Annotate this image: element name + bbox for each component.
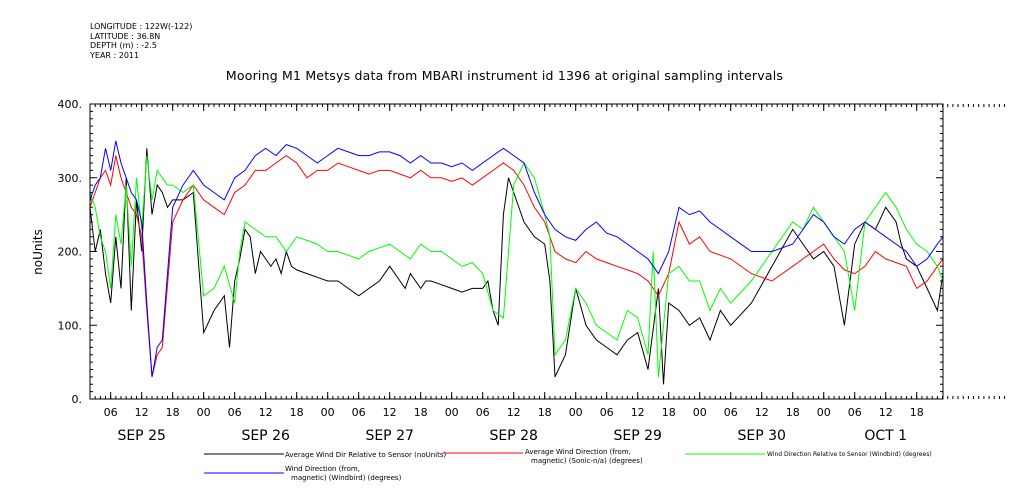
legend-item-blue: Wind Direction (from, magnetic) (Windbir…	[204, 465, 402, 482]
series-line-3	[89, 140, 944, 377]
legend-item-green: Wind Direction Relative to Sensor (Windb…	[685, 451, 932, 458]
legend-label-green: Wind Direction Relative to Sensor (Windb…	[767, 451, 932, 458]
x-tick-label: 00	[569, 406, 583, 419]
x-day-label: SEP 30	[737, 428, 785, 444]
x-day-label: SEP 28	[489, 428, 537, 444]
latitude-text: LATITUDE : 36.8N	[90, 31, 161, 41]
x-tick-label: 18	[166, 406, 180, 419]
x-tick-label: 18	[290, 406, 304, 419]
year-text: YEAR : 2011	[90, 50, 140, 60]
x-tick-label: 00	[817, 406, 831, 419]
longitude-text: LONGITUDE : 122W(-122)	[90, 22, 193, 31]
legend-label-blue-1: Wind Direction (from,	[285, 465, 360, 473]
x-tick-label: 12	[383, 406, 397, 419]
x-day-label: SEP 25	[117, 428, 165, 444]
x-tick-label: 06	[228, 406, 242, 419]
x-tick-label: 12	[879, 406, 893, 419]
x-tick-label: 00	[321, 406, 335, 419]
x-tick-label: 18	[538, 406, 552, 419]
legend-label-red-1: Average Wind Direction (from,	[525, 448, 631, 456]
x-tick-label: 18	[786, 406, 800, 419]
axes-layer: 06 12 18 00 06 12 18 00 06 12 18 00 06 12 18 00 06 12 18 00…	[58, 98, 1006, 444]
chart-title: Mooring M1 Metsys data from MBARI instru…	[225, 68, 784, 83]
plot-frame	[89, 103, 944, 400]
x-tick-label: 06	[476, 406, 490, 419]
x-tick-label: 12	[259, 406, 273, 419]
x-tick-label: 00	[445, 406, 459, 419]
y-tick-label: 400.	[58, 98, 83, 111]
series-line-1	[89, 148, 944, 378]
legend: Average Wind Dir Relative to Sensor (noU…	[204, 448, 932, 482]
x-tick-label: 12	[631, 406, 645, 419]
x-tick-label: 18	[662, 406, 676, 419]
x-day-label: OCT 1	[864, 428, 907, 444]
x-day-label: SEP 29	[613, 428, 661, 444]
x-tick-label: 12	[135, 406, 149, 419]
x-tick-label: 06	[848, 406, 862, 419]
x-tick-label: 06	[724, 406, 738, 419]
depth-text: DEPTH (m) : -2.5	[90, 41, 157, 50]
y-tick-label: 100.	[58, 319, 83, 332]
x-tick-label: 06	[352, 406, 366, 419]
x-day-label: SEP 27	[365, 428, 413, 444]
x-tick-label: 00	[197, 406, 211, 419]
x-tick-label: 12	[755, 406, 769, 419]
x-tick-label: 06	[600, 406, 614, 419]
legend-label-red-2: magnetic) (Sonic-n/a) (degrees)	[531, 457, 643, 465]
metadata-block: LONGITUDE : 122W(-122) LATITUDE : 36.8N …	[90, 22, 192, 60]
x-tick-label: 12	[507, 406, 521, 419]
legend-item-red: Average Wind Direction (from, magnetic) …	[443, 448, 643, 465]
x-day-label: SEP 26	[241, 428, 290, 444]
series-line-0	[89, 148, 944, 385]
y-tick-label: 300.	[58, 172, 83, 185]
x-tick-label: 18	[910, 406, 924, 419]
legend-label-blue-2: magnetic) (Windbird) (degrees)	[291, 474, 402, 482]
y-tick-label: 200.	[58, 246, 83, 259]
y-axis-label: noUnits	[31, 229, 45, 275]
legend-label-black: Average Wind Dir Relative to Sensor (noU…	[285, 451, 446, 459]
y-tick-label: 0.	[72, 393, 83, 406]
x-tick-label: 06	[104, 406, 118, 419]
x-tick-label: 00	[693, 406, 707, 419]
series-line-2	[89, 155, 944, 377]
series-layer	[89, 140, 944, 385]
legend-item-black: Average Wind Dir Relative to Sensor (noU…	[204, 451, 446, 459]
x-tick-label: 18	[414, 406, 428, 419]
